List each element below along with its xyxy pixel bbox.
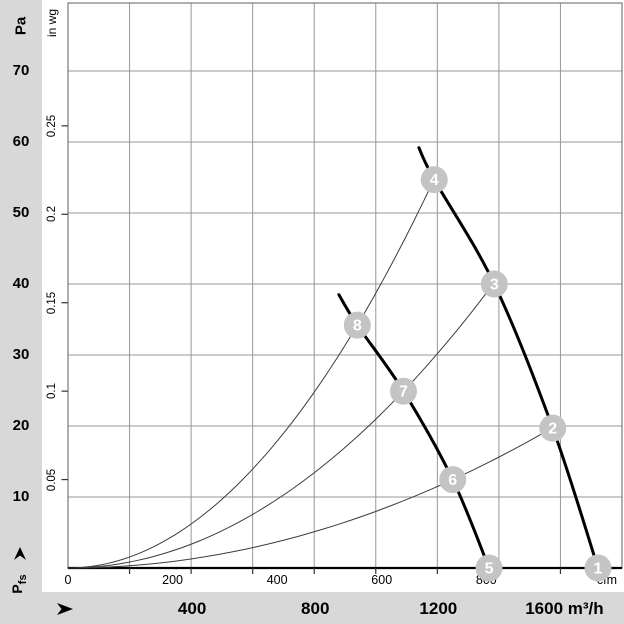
inwg-tick-label: 0.1 — [46, 383, 58, 400]
cfm-tick-label: 600 — [371, 573, 393, 587]
inwg-axis-title: in wg — [45, 8, 59, 38]
cfm-tick-label: 800 — [475, 573, 497, 587]
pa-tick-label: 60 — [12, 133, 30, 150]
pa-tick-label: 20 — [12, 417, 30, 434]
m3h-tick-label: 800 — [301, 599, 330, 618]
inwg-tick-label: 0.25 — [46, 114, 58, 138]
m3h-tick-label: 1600 m³/h — [525, 599, 604, 618]
inwg-tick-label: 0.2 — [46, 206, 58, 223]
inwg-tick-label: 0.15 — [46, 291, 58, 314]
inwg-tick-label: 0.05 — [46, 468, 58, 491]
m3h-tick-label: 1200 — [419, 599, 458, 618]
pa-tick-label: 50 — [12, 204, 30, 221]
cfm-tick-label: 400 — [266, 573, 288, 587]
pa-tick-label: 10 — [12, 488, 30, 505]
m3h-tick-label: 400 — [177, 599, 207, 618]
pa-tick-label: 30 — [12, 346, 30, 363]
pa-tick-label: 40 — [12, 275, 30, 292]
cfm-tick-label: 0 — [64, 573, 72, 587]
cfm-tick-label: 200 — [162, 573, 184, 587]
left-axis-panel: Pa — [0, 0, 42, 592]
pa-tick-label: 70 — [12, 62, 30, 79]
cfm-unit-label: cfm — [596, 573, 618, 587]
